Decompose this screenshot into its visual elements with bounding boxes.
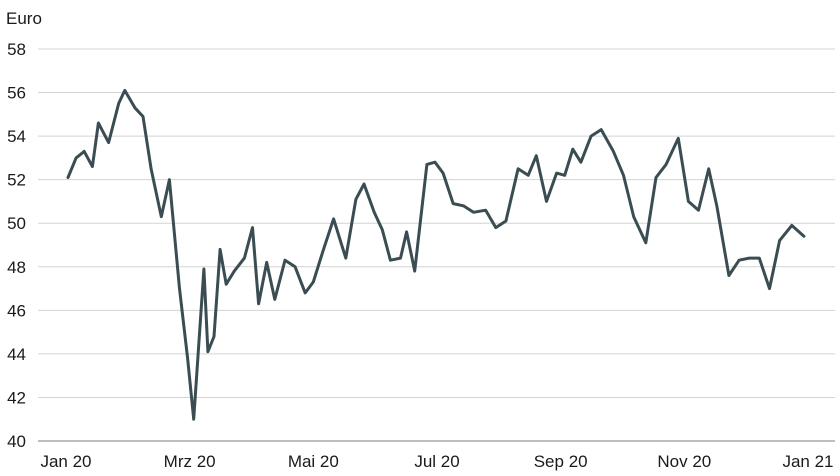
x-tick-label: Jul 20 xyxy=(414,452,459,471)
x-tick-label: Jan 21 xyxy=(782,452,833,471)
x-tick-label: Nov 20 xyxy=(657,452,711,471)
y-tick-label: 48 xyxy=(7,258,26,277)
y-axis-unit-label: Euro xyxy=(6,9,42,28)
y-tick-label: 40 xyxy=(7,432,26,451)
x-axis-tick-labels: Jan 20 Mrz 20 Mai 20 Jul 20 Sep 20 Nov 20 Jan … xyxy=(40,452,833,471)
y-tick-label: 42 xyxy=(7,388,26,407)
y-tick-label: 46 xyxy=(7,301,26,320)
x-tick-label: Mrz 20 xyxy=(164,452,216,471)
y-axis-tick-labels: 40 42 44 46 48 50 52 54 56 58 xyxy=(7,40,26,451)
x-tick-label: Jan 20 xyxy=(40,452,91,471)
y-tick-label: 52 xyxy=(7,171,26,190)
x-tick-label: Sep 20 xyxy=(534,452,588,471)
y-tick-label: 58 xyxy=(7,40,26,59)
y-tick-label: 44 xyxy=(7,345,26,364)
gridlines xyxy=(38,48,835,442)
y-tick-label: 56 xyxy=(7,84,26,103)
y-tick-label: 54 xyxy=(7,127,26,146)
x-tick-label: Mai 20 xyxy=(288,452,339,471)
y-tick-label: 50 xyxy=(7,214,26,233)
series-line xyxy=(66,88,806,421)
series-layer xyxy=(66,88,806,421)
